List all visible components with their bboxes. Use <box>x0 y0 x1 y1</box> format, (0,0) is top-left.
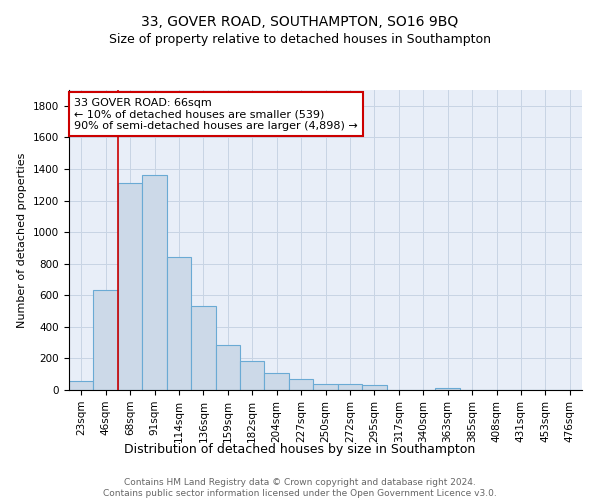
Bar <box>313 384 338 390</box>
Text: Contains HM Land Registry data © Crown copyright and database right 2024.
Contai: Contains HM Land Registry data © Crown c… <box>103 478 497 498</box>
Text: 33 GOVER ROAD: 66sqm
← 10% of detached houses are smaller (539)
90% of semi-deta: 33 GOVER ROAD: 66sqm ← 10% of detached h… <box>74 98 358 130</box>
Bar <box>191 306 215 390</box>
Bar <box>436 388 460 390</box>
Bar <box>69 380 94 390</box>
Bar <box>215 345 240 390</box>
Text: Distribution of detached houses by size in Southampton: Distribution of detached houses by size … <box>124 442 476 456</box>
Bar <box>167 256 191 390</box>
Bar <box>265 372 289 390</box>
Bar <box>118 183 142 390</box>
Text: 33, GOVER ROAD, SOUTHAMPTON, SO16 9BQ: 33, GOVER ROAD, SOUTHAMPTON, SO16 9BQ <box>142 15 458 29</box>
Y-axis label: Number of detached properties: Number of detached properties <box>17 152 28 328</box>
Bar <box>362 386 386 390</box>
Text: Size of property relative to detached houses in Southampton: Size of property relative to detached ho… <box>109 32 491 46</box>
Bar <box>289 379 313 390</box>
Bar <box>94 290 118 390</box>
Bar <box>240 361 265 390</box>
Bar <box>142 176 167 390</box>
Bar <box>338 384 362 390</box>
